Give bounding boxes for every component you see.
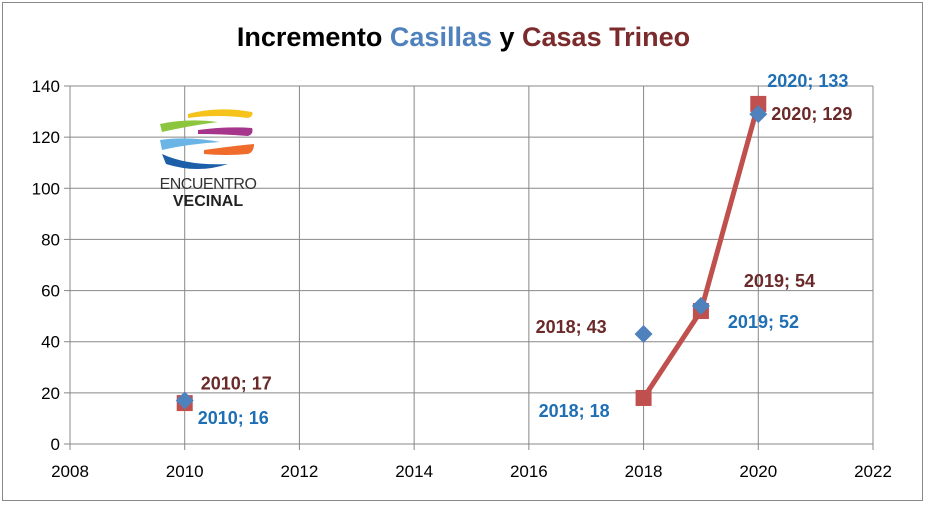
x-tick-label: 2010 bbox=[166, 462, 204, 481]
series-line bbox=[641, 103, 761, 400]
y-tick-label: 80 bbox=[41, 230, 60, 249]
data-label: 2020; 129 bbox=[771, 104, 852, 124]
logo-stripes-icon bbox=[160, 109, 254, 169]
data-label: 2019; 54 bbox=[744, 271, 815, 291]
y-tick-label: 60 bbox=[41, 282, 60, 301]
y-tick-label: 100 bbox=[32, 179, 60, 198]
diamond-marker bbox=[175, 391, 194, 410]
data-label: 2010; 17 bbox=[201, 374, 272, 394]
x-tick-label: 2014 bbox=[395, 462, 433, 481]
chart-frame bbox=[2, 2, 923, 501]
logo-text: VECINAL bbox=[172, 193, 244, 210]
data-label: 2018; 18 bbox=[539, 401, 610, 421]
data-label: 2010; 16 bbox=[198, 408, 269, 428]
x-tick-label: 2022 bbox=[854, 462, 892, 481]
diamond-marker bbox=[749, 105, 768, 124]
x-tick-label: 2016 bbox=[510, 462, 548, 481]
data-label: 2020; 133 bbox=[767, 71, 848, 91]
encuentro-vecinal-logo: ENCUENTRO VECINAL bbox=[148, 104, 268, 214]
logo-text: ENCUENTRO bbox=[159, 176, 257, 193]
y-tick-label: 20 bbox=[41, 384, 60, 403]
y-tick-label: 120 bbox=[32, 128, 60, 147]
chart-title: Incremento Casillas y Casas Trineo bbox=[0, 22, 927, 53]
title-part: Casillas bbox=[389, 22, 492, 52]
y-tick-label: 40 bbox=[41, 333, 60, 352]
square-marker bbox=[750, 95, 767, 112]
title-part: y bbox=[492, 22, 523, 52]
x-tick-label: 2018 bbox=[625, 462, 663, 481]
title-part: Casas Trineo bbox=[522, 22, 691, 52]
diamond-marker bbox=[691, 296, 710, 315]
x-tick-label: 2020 bbox=[739, 462, 777, 481]
title-part: Incremento bbox=[236, 22, 390, 52]
x-tick-label: 2012 bbox=[281, 462, 319, 481]
x-tick-label: 2008 bbox=[51, 462, 89, 481]
y-tick-label: 140 bbox=[32, 77, 60, 96]
square-marker bbox=[635, 389, 652, 406]
diamond-marker bbox=[634, 325, 653, 344]
data-label: 2018; 43 bbox=[536, 317, 607, 337]
y-tick-label: 0 bbox=[51, 435, 60, 454]
data-label: 2019; 52 bbox=[728, 312, 799, 332]
